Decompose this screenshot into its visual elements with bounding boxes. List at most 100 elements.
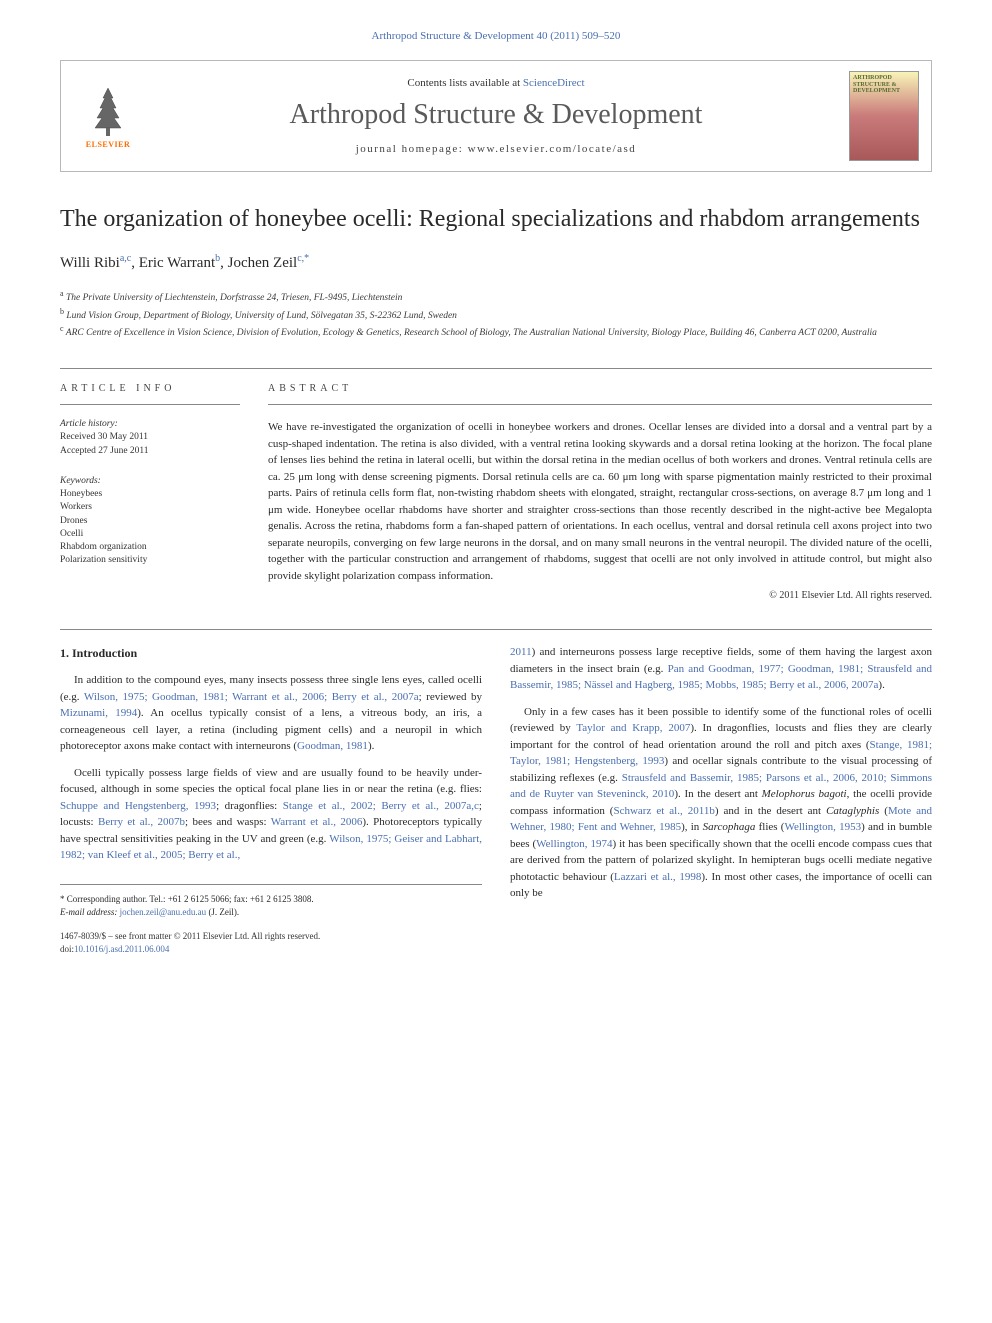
- email-address[interactable]: jochen.zeil@anu.edu.au: [120, 907, 207, 917]
- p4-ref1[interactable]: Taylor and Krapp, 2007: [576, 722, 690, 734]
- aff-a-text: The Private University of Liechtenstein,…: [66, 293, 402, 303]
- article-info-heading: ARTICLE INFO: [60, 383, 240, 394]
- p2-ref2[interactable]: Stange et al., 2002; Berry et al., 2007a…: [283, 800, 479, 812]
- contents-prefix: Contents lists available at: [407, 77, 522, 89]
- aff-a-sup: a: [60, 289, 64, 298]
- p2-ref3[interactable]: Berry et al., 2007b: [98, 816, 185, 828]
- history-heading: Article history:: [60, 419, 240, 429]
- issn-text: 1467-8039/$ – see front matter © 2011 El…: [60, 930, 482, 943]
- homepage-line: journal homepage: www.elsevier.com/locat…: [143, 143, 849, 155]
- author-2-sup: b: [215, 253, 220, 264]
- affiliation-a: a The Private University of Liechtenstei…: [60, 288, 932, 305]
- affiliation-c: c ARC Centre of Excellence in Vision Sci…: [60, 323, 932, 340]
- p4-ref6[interactable]: Wellington, 1953: [784, 821, 861, 833]
- corr-author-line: * Corresponding author. Tel.: +61 2 6125…: [60, 893, 482, 906]
- para-3: 2011) and interneurons possess large rec…: [510, 644, 932, 694]
- kw-0: Honeybees: [60, 488, 240, 501]
- p1-mid1: ; reviewed by: [419, 691, 482, 703]
- kw-2: Drones: [60, 515, 240, 528]
- p4-ref8[interactable]: Lazzari et al., 1998: [614, 871, 701, 883]
- p4-ref7[interactable]: Wellington, 1974: [536, 838, 612, 850]
- body-columns: 1. Introduction In addition to the compo…: [60, 644, 932, 955]
- p2-mid3: ; bees and wasps:: [185, 816, 271, 828]
- p1-ref1[interactable]: Wilson, 1975; Goodman, 1981; Warrant et …: [84, 691, 419, 703]
- p4-mid5: ) and in the desert ant: [715, 805, 826, 817]
- p2-pre: Ocelli typically possess large fields of…: [60, 767, 482, 796]
- kw-4: Rhabdom organization: [60, 541, 240, 554]
- journal-header-box: ELSEVIER Contents lists available at Sci…: [60, 60, 932, 172]
- author-3-sup: c,*: [297, 253, 309, 264]
- affiliation-b: b Lund Vision Group, Department of Biolo…: [60, 306, 932, 323]
- doi-link[interactable]: 10.1016/j.asd.2011.06.004: [74, 944, 169, 954]
- body-col-left: 1. Introduction In addition to the compo…: [60, 644, 482, 955]
- homepage-prefix: journal homepage:: [356, 143, 468, 155]
- accepted-date: Accepted 27 June 2011: [60, 445, 240, 458]
- p3-end: ).: [878, 679, 884, 691]
- received-date: Received 30 May 2011: [60, 431, 240, 444]
- issn-block: 1467-8039/$ – see front matter © 2011 El…: [60, 930, 482, 955]
- journal-name: Arthropod Structure & Development: [143, 99, 849, 131]
- body-col-right: 2011) and interneurons possess large rec…: [510, 644, 932, 955]
- affiliations: a The Private University of Liechtenstei…: [60, 288, 932, 340]
- author-1-sup: a,c: [120, 253, 131, 264]
- author-3: Jochen Zeil: [228, 255, 298, 271]
- header-center: Contents lists available at ScienceDirec…: [143, 77, 849, 155]
- email-name: (J. Zeil).: [206, 907, 239, 917]
- p2-ref1[interactable]: Schuppe and Hengstenberg, 1993: [60, 800, 216, 812]
- para-1: In addition to the compound eyes, many i…: [60, 672, 482, 755]
- history-block: Article history: Received 30 May 2011 Ac…: [60, 419, 240, 458]
- article-info-col: ARTICLE INFO Article history: Received 3…: [60, 383, 240, 601]
- email-label: E-mail address:: [60, 907, 120, 917]
- p4-sp1: Melophorus bagoti: [762, 788, 847, 800]
- journal-reference: Arthropod Structure & Development 40 (20…: [60, 30, 932, 42]
- abstract-col: ABSTRACT We have re-investigated the org…: [268, 383, 932, 601]
- p1-ref3[interactable]: Goodman, 1981: [297, 740, 368, 752]
- p4-ref4[interactable]: Schwarz et al., 2011b: [613, 805, 714, 817]
- aff-c-sup: c: [60, 324, 64, 333]
- p4-mid8: flies (: [755, 821, 784, 833]
- doi-label: doi:: [60, 944, 74, 954]
- corresponding-footer: * Corresponding author. Tel.: +61 2 6125…: [60, 884, 482, 918]
- abstract-text: We have re-investigated the organization…: [268, 419, 932, 584]
- abstract-divider: [268, 404, 932, 405]
- keywords-heading: Keywords:: [60, 476, 240, 486]
- p4-mid6: (: [879, 805, 888, 817]
- p4-sp2: Cataglyphis: [826, 805, 879, 817]
- kw-5: Polarization sensitivity: [60, 554, 240, 567]
- section-1-heading: 1. Introduction: [60, 644, 482, 662]
- copyright-line: © 2011 Elsevier Ltd. All rights reserved…: [268, 590, 932, 601]
- abstract-heading: ABSTRACT: [268, 383, 932, 394]
- kw-1: Workers: [60, 501, 240, 514]
- aff-b-text: Lund Vision Group, Department of Biology…: [66, 311, 457, 321]
- divider-top: [60, 368, 932, 369]
- authors-line: Willi Ribia,c, Eric Warrantb, Jochen Zei…: [60, 253, 932, 272]
- p1-ref2[interactable]: Mizunami, 1994: [60, 707, 137, 719]
- elsevier-tree-icon: [83, 83, 133, 138]
- aff-c-text: ARC Centre of Excellence in Vision Scien…: [66, 328, 877, 338]
- article-title: The organization of honeybee ocelli: Reg…: [60, 204, 932, 235]
- author-2: Eric Warrant: [139, 255, 215, 271]
- para-2: Ocelli typically possess large fields of…: [60, 765, 482, 864]
- info-abstract-row: ARTICLE INFO Article history: Received 3…: [60, 383, 932, 601]
- info-divider-1: [60, 404, 240, 405]
- cover-label: ARTHROPOD STRUCTURE & DEVELOPMENT: [853, 75, 918, 95]
- divider-bottom: [60, 629, 932, 630]
- p3-ref1[interactable]: 2011: [510, 646, 532, 658]
- contents-line: Contents lists available at ScienceDirec…: [143, 77, 849, 89]
- para-4: Only in a few cases has it been possible…: [510, 704, 932, 902]
- p4-mid3: ). In the desert ant: [674, 788, 761, 800]
- author-1: Willi Ribi: [60, 255, 120, 271]
- elsevier-label: ELSEVIER: [86, 140, 130, 149]
- p4-sp3: Sarcophaga: [703, 821, 756, 833]
- aff-b-sup: b: [60, 307, 64, 316]
- p2-ref4[interactable]: Warrant et al., 2006: [271, 816, 363, 828]
- p2-mid1: ; dragonflies:: [216, 800, 283, 812]
- p4-mid7: ), in: [681, 821, 703, 833]
- email-line: E-mail address: jochen.zeil@anu.edu.au (…: [60, 906, 482, 919]
- keywords-block: Keywords: Honeybees Workers Drones Ocell…: [60, 476, 240, 568]
- journal-cover-thumb: ARTHROPOD STRUCTURE & DEVELOPMENT: [849, 71, 919, 161]
- elsevier-logo: ELSEVIER: [73, 76, 143, 156]
- sciencedirect-link[interactable]: ScienceDirect: [523, 77, 585, 89]
- homepage-url[interactable]: www.elsevier.com/locate/asd: [468, 143, 637, 155]
- p1-end: ).: [368, 740, 374, 752]
